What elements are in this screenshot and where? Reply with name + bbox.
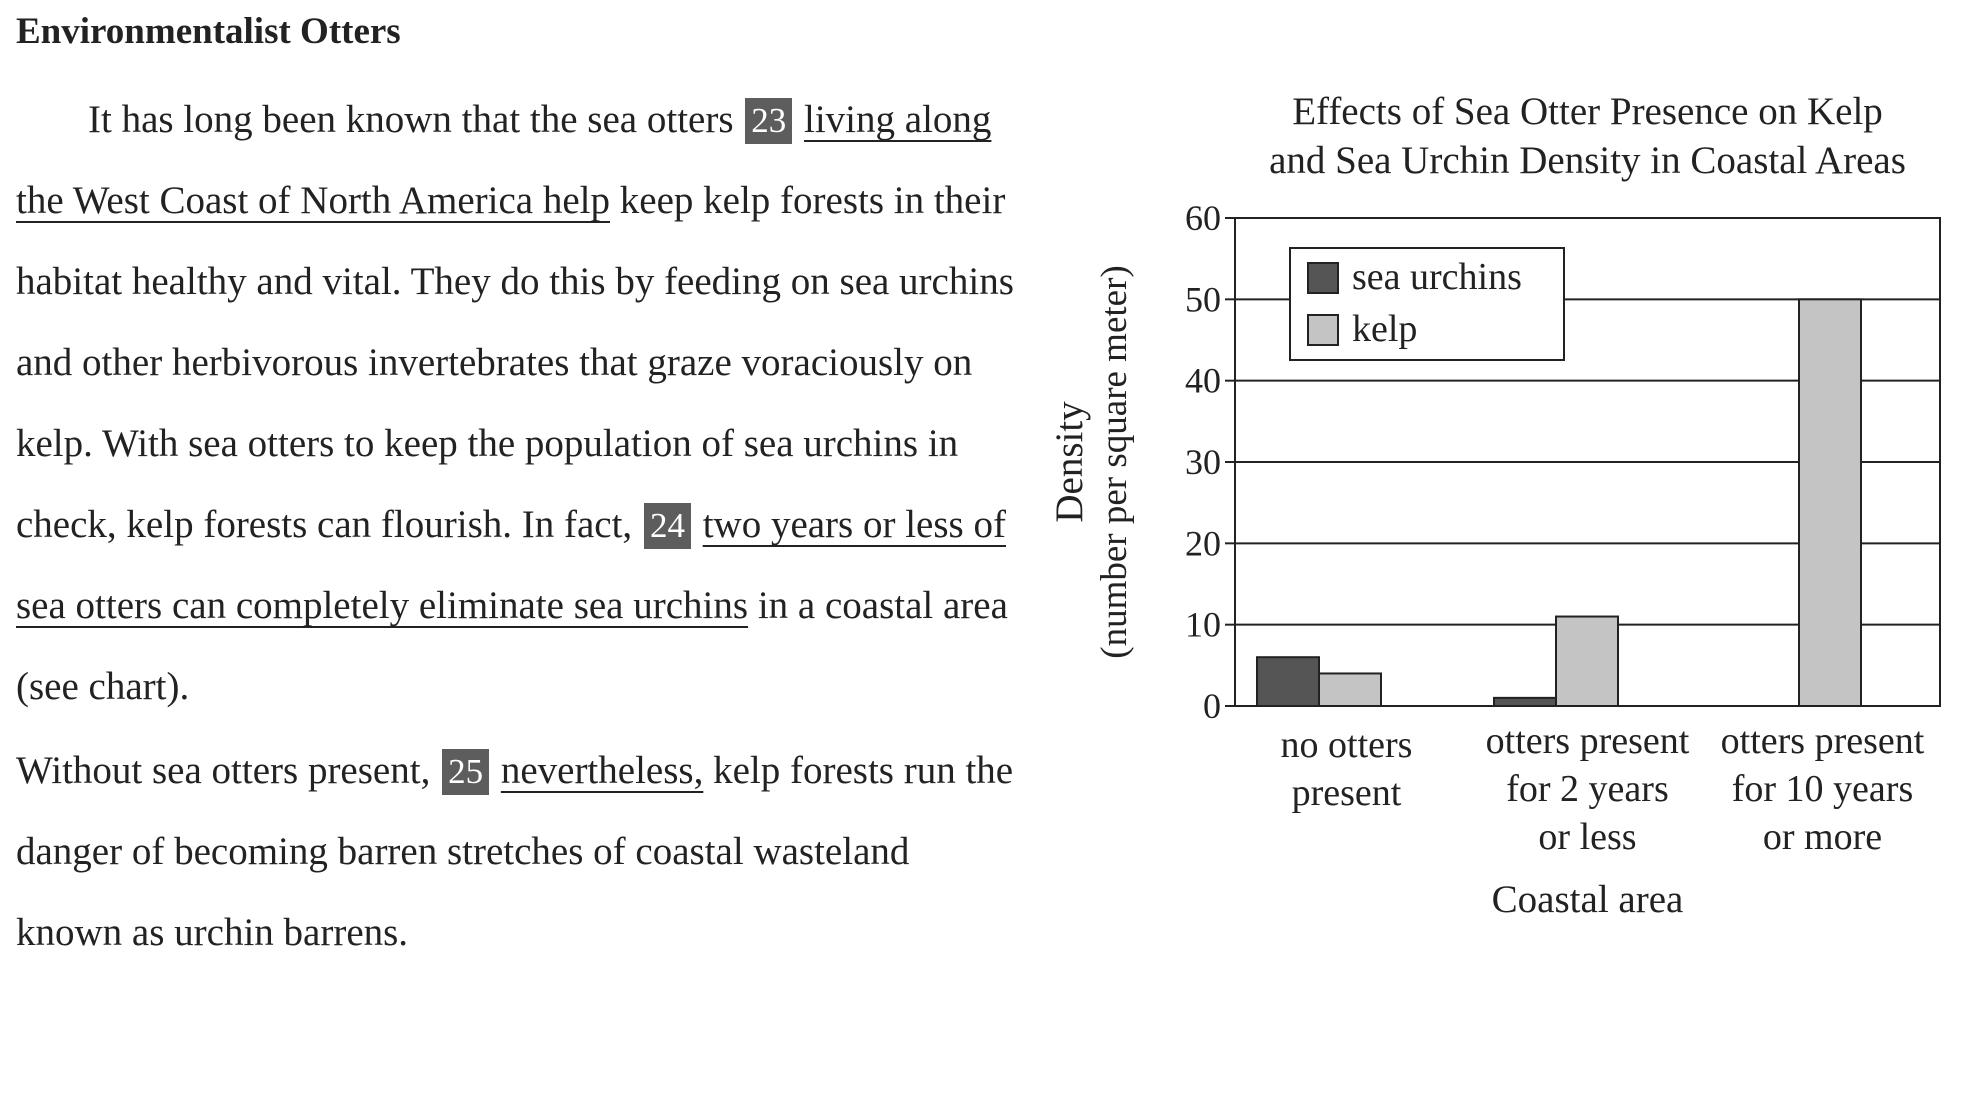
- bar-kelp: [1555, 615, 1619, 707]
- p1-text-3: in a coastal area (see chart).: [16, 584, 1008, 708]
- y-tick-label: 10: [1185, 605, 1221, 645]
- bar-kelp: [1798, 298, 1862, 707]
- paragraph-1: It has long been known that the sea otte…: [16, 79, 1016, 727]
- chart-container: Effects of Sea Otter Presence on Kelp and…: [1040, 82, 1965, 982]
- bar-chart: Effects of Sea Otter Presence on Kelp and…: [1048, 90, 1941, 921]
- x-category-label: otters present: [1486, 720, 1690, 762]
- underlined-text-25[interactable]: nevertheless,: [500, 749, 704, 792]
- legend-swatch: [1307, 314, 1339, 346]
- y-tick-label: 0: [1203, 686, 1221, 726]
- bar-kelp: [1318, 672, 1382, 708]
- y-tick-label: 20: [1185, 523, 1221, 563]
- legend-label: sea urchins: [1352, 256, 1522, 298]
- question-number-23[interactable]: 23: [745, 98, 793, 144]
- p1-text-2: keep kelp forests in their habitat healt…: [16, 179, 1014, 546]
- bar-sea-urchins: [1493, 696, 1557, 707]
- x-category-label: or less: [1538, 816, 1636, 858]
- reading-passage: Environmentalist Otters It has long been…: [16, 8, 1016, 973]
- legend-swatch: [1307, 262, 1339, 294]
- chart-title-line: and Sea Urchin Density in Coastal Areas: [1269, 139, 1906, 182]
- x-axis-label: Coastal area: [1492, 878, 1684, 921]
- paragraph-2: Without sea otters present, 25 neverthel…: [16, 730, 1016, 973]
- y-tick-label: 30: [1185, 442, 1221, 482]
- bar-sea-urchins: [1256, 656, 1320, 708]
- chart-title-line: Effects of Sea Otter Presence on Kelp: [1292, 90, 1883, 133]
- p2-text-2: kelp forests run the danger of becoming …: [16, 749, 1014, 954]
- x-category-label: or more: [1763, 816, 1882, 858]
- x-category-label: otters present: [1721, 720, 1925, 762]
- passage-title: Environmentalist Otters: [16, 11, 401, 52]
- x-category-label: no otters: [1281, 724, 1413, 766]
- y-tick-label: 40: [1185, 361, 1221, 401]
- question-number-25[interactable]: 25: [442, 749, 490, 795]
- y-axis-label: Density: [1048, 401, 1091, 523]
- y-axis-sublabel: (number per square meter): [1094, 265, 1135, 658]
- y-tick-label: 60: [1185, 198, 1221, 238]
- x-category-label: for 2 years: [1506, 768, 1668, 810]
- question-number-24[interactable]: 24: [643, 503, 691, 549]
- underlined-text-23[interactable]: living along the West Coast of North Ame…: [16, 98, 992, 222]
- p1-text-1: It has long been known that the sea otte…: [88, 98, 744, 141]
- x-category-label: for 10 years: [1732, 768, 1913, 810]
- x-category-label: present: [1292, 772, 1402, 814]
- legend-label: kelp: [1352, 308, 1417, 350]
- y-tick-label: 50: [1185, 279, 1221, 319]
- p2-text-1: Without sea otters present,: [16, 749, 441, 792]
- underlined-text-24[interactable]: two years or less of sea otters can comp…: [16, 503, 1006, 627]
